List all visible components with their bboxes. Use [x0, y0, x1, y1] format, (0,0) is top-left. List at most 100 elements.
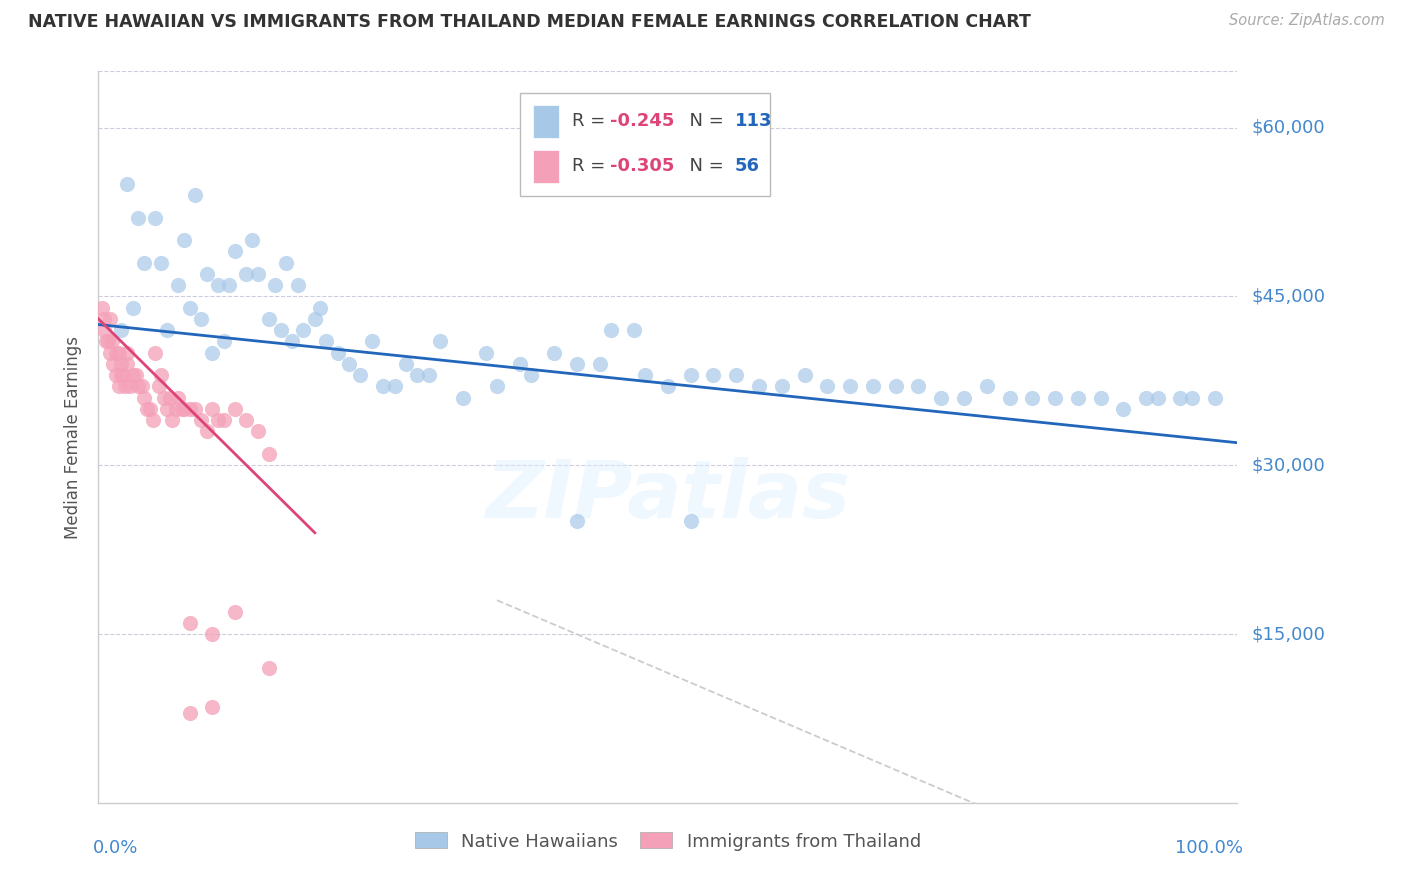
Point [287, 278, 309, 293]
Point [127, 379, 149, 393]
Point [315, 334, 337, 349]
Point [132, 391, 155, 405]
Point [93, 323, 115, 337]
Text: R =: R = [572, 112, 612, 130]
Legend: Native Hawaiians, Immigrants from Thailand: Native Hawaiians, Immigrants from Thaila… [405, 823, 931, 860]
Point [281, 334, 304, 349]
Point [1090, 391, 1112, 405]
Point [142, 413, 165, 427]
Point [115, 177, 138, 191]
Text: N =: N = [678, 158, 730, 176]
Text: $45,000: $45,000 [1251, 287, 1326, 305]
Point [384, 379, 406, 393]
Point [953, 391, 976, 405]
Point [748, 379, 770, 393]
Point [264, 278, 287, 293]
Point [862, 379, 884, 393]
Point [929, 391, 952, 405]
Point [224, 605, 246, 619]
Point [212, 413, 235, 427]
Point [190, 312, 212, 326]
Point [131, 379, 153, 393]
Point [326, 345, 349, 359]
Text: N =: N = [678, 112, 730, 130]
Point [998, 391, 1021, 405]
Point [474, 345, 496, 359]
Point [1112, 401, 1135, 416]
Text: 113: 113 [735, 112, 772, 130]
Point [170, 401, 193, 416]
Point [679, 515, 702, 529]
Point [1043, 391, 1066, 405]
Point [179, 615, 201, 630]
Point [114, 379, 136, 393]
Point [127, 211, 149, 225]
Point [115, 357, 138, 371]
Point [793, 368, 815, 383]
Point [96, 334, 118, 349]
Point [150, 255, 173, 269]
Point [93, 312, 115, 326]
Point [815, 379, 838, 393]
Point [679, 368, 702, 383]
Point [218, 278, 240, 293]
Point [120, 379, 142, 393]
Point [132, 255, 155, 269]
Point [104, 345, 127, 359]
Point [451, 391, 474, 405]
Text: R =: R = [572, 158, 612, 176]
Point [839, 379, 862, 393]
Point [207, 278, 229, 293]
Point [309, 301, 332, 315]
Point [337, 357, 360, 371]
Point [103, 357, 125, 371]
Point [112, 368, 135, 383]
Point [110, 357, 132, 371]
Point [195, 425, 218, 439]
Point [121, 301, 143, 315]
Point [349, 368, 371, 383]
Bar [533, 104, 558, 137]
Point [360, 334, 382, 349]
Point [136, 401, 159, 416]
Point [201, 700, 224, 714]
Point [179, 301, 201, 315]
Point [167, 278, 190, 293]
Point [235, 413, 257, 427]
Point [543, 345, 565, 359]
Bar [520, 94, 770, 195]
Point [292, 323, 315, 337]
Point [110, 323, 132, 337]
Point [165, 401, 187, 416]
Point [270, 323, 292, 337]
Point [101, 334, 124, 349]
Y-axis label: Median Female Earnings: Median Female Earnings [65, 335, 83, 539]
Point [150, 368, 173, 383]
Point [110, 368, 132, 383]
Point [125, 368, 148, 383]
Point [98, 312, 121, 326]
Point [395, 357, 418, 371]
Point [212, 334, 235, 349]
Point [162, 413, 184, 427]
Point [195, 267, 218, 281]
Point [184, 188, 207, 202]
Text: $60,000: $60,000 [1251, 119, 1324, 136]
Point [634, 368, 657, 383]
Point [520, 368, 543, 383]
Point [184, 401, 207, 416]
Point [1135, 391, 1157, 405]
Point [121, 368, 143, 383]
Point [976, 379, 998, 393]
Point [224, 244, 246, 259]
Point [588, 357, 610, 371]
Point [104, 368, 127, 383]
Point [371, 379, 394, 393]
Text: $30,000: $30,000 [1251, 456, 1324, 475]
Text: ZIPatlas: ZIPatlas [485, 457, 851, 534]
Point [173, 233, 195, 247]
Point [259, 447, 281, 461]
Point [418, 368, 440, 383]
Text: $15,000: $15,000 [1251, 625, 1324, 643]
Point [1181, 391, 1204, 405]
